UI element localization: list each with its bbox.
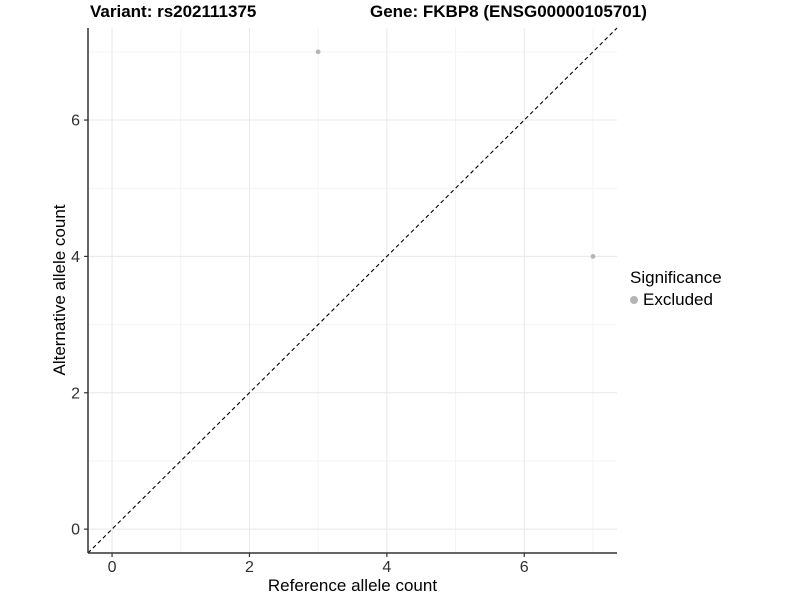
x-tick-label: 4	[382, 559, 391, 576]
data-point	[315, 49, 321, 55]
legend-point-icon	[630, 296, 638, 304]
x-tick-label: 6	[520, 559, 529, 576]
variant-title: Variant: rs202111375	[90, 2, 257, 21]
x-tick-label: 2	[245, 559, 254, 576]
legend-entry-label: Excluded	[643, 290, 713, 309]
legend: Significance Excluded	[630, 268, 722, 310]
x-tick-label: 0	[108, 559, 117, 576]
y-tick-label: 4	[71, 249, 80, 266]
y-tick-label: 2	[71, 385, 80, 402]
identity-line	[87, 27, 618, 554]
x-axis-title: Reference allele count	[267, 576, 438, 595]
y-tick-label: 6	[71, 113, 80, 130]
legend-title: Significance	[630, 268, 722, 287]
legend-entry: Excluded	[630, 290, 722, 310]
y-axis-title: Alternative allele count	[50, 204, 69, 376]
y-tick-label: 0	[71, 522, 80, 539]
data-point	[590, 254, 596, 259]
gene-title: Gene: FKBP8 (ENSG00000105701)	[370, 2, 647, 21]
